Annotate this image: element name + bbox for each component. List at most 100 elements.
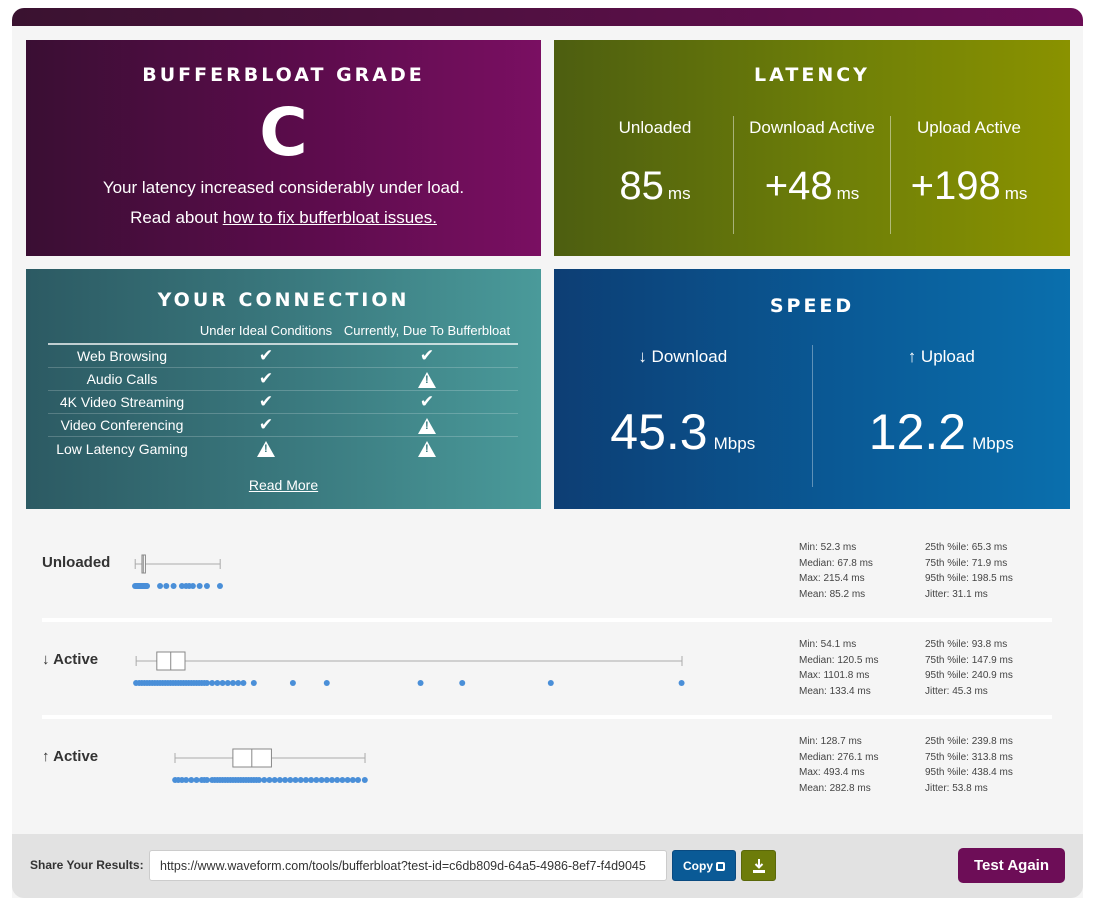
latency-upload-active: Upload Active +198 ms <box>890 116 1047 234</box>
sample-dot <box>292 777 299 783</box>
connection-use-case: Web Browsing <box>76 348 167 364</box>
stat-line: 95th %ile: 198.5 ms <box>925 573 1013 584</box>
sample-dot <box>178 583 185 589</box>
sample-dot <box>361 777 368 783</box>
sample-dot <box>193 777 200 783</box>
sample-dot <box>289 680 296 686</box>
fix-bufferbloat-link[interactable]: how to fix bufferbloat issues. <box>222 208 437 227</box>
stat-line: Max: 493.4 ms <box>799 767 865 778</box>
sample-dot <box>203 583 210 589</box>
stat-line: 75th %ile: 313.8 ms <box>925 751 1013 763</box>
sample-dot <box>229 680 236 686</box>
sample-dot <box>144 583 151 589</box>
distribution-row: ↑ Active Min: 128.7 ms Median: 276.1 ms Max… <box>42 724 1052 816</box>
stat-line: 95th %ile: 240.9 ms <box>925 670 1013 681</box>
latency-panel: LATENCY Unloaded 85 ms Download Active +4… <box>554 40 1070 256</box>
latency-number: +198 <box>910 164 1001 208</box>
stat-line: 75th %ile: 147.9 ms <box>925 654 1013 666</box>
share-footer: Share Your Results: Copy Test Again <box>12 834 1083 898</box>
download-button[interactable] <box>741 850 776 881</box>
grade-read-about: Read about how to fix bufferbloat issues… <box>26 208 541 228</box>
col-now-header: Currently, Due To Bufferbloat <box>343 323 511 338</box>
sample-dot <box>318 777 325 783</box>
connection-table: Under Ideal Conditions Currently, Due To… <box>48 323 518 460</box>
download-value: 45.3 Mbps <box>554 403 812 461</box>
speed-upload: ↑ Upload 12.2 Mbps <box>811 345 1071 487</box>
speed-panel: SPEED ↓ Download 45.3 Mbps ↑ Upload 12.2 M… <box>554 269 1070 509</box>
latency-unit: ms <box>667 184 691 203</box>
sample-dot <box>266 777 273 783</box>
connection-use-case: Video Conferencing <box>60 417 184 433</box>
sample-dot <box>355 777 362 783</box>
download-unit: Mbps <box>713 434 756 453</box>
read-about-prefix: Read about <box>130 208 223 227</box>
sample-dot <box>203 777 210 783</box>
copy-icon <box>716 861 725 871</box>
sample-dot <box>287 777 294 783</box>
sample-dot <box>219 680 226 686</box>
download-icon <box>753 859 765 873</box>
connection-row: Low Latency Gaming <box>48 437 518 460</box>
check-icon: ✔ <box>258 346 274 365</box>
sample-dot <box>170 583 177 589</box>
warning-icon <box>418 441 436 458</box>
sample-dot <box>163 583 170 589</box>
stat-line: Max: 1101.8 ms <box>799 670 870 681</box>
sample-dot <box>188 777 195 783</box>
latency-number: +48 <box>764 164 833 208</box>
sample-dot <box>157 583 164 589</box>
sample-dot <box>459 680 466 686</box>
speed-columns: ↓ Download 45.3 Mbps ↑ Upload 12.2 Mbps <box>554 345 1070 487</box>
sample-dot <box>323 777 330 783</box>
stat-line: 95th %ile: 438.4 ms <box>925 767 1013 778</box>
top-header-bar <box>12 8 1083 28</box>
stat-line: 75th %ile: 71.9 ms <box>925 557 1008 569</box>
speed-title: SPEED <box>769 295 855 317</box>
sample-dot <box>328 777 335 783</box>
latency-label: Unloaded <box>618 118 692 137</box>
latency-value: 85 ms <box>577 164 733 209</box>
sample-dot <box>297 777 304 783</box>
sample-dot <box>261 777 268 783</box>
stat-line: Mean: 133.4 ms <box>799 685 871 697</box>
stats-column: 25th %ile: 65.3 ms 75th %ile: 71.9 ms 95th… <box>925 540 1013 602</box>
sample-dot <box>189 583 196 589</box>
warning-icon <box>418 371 436 388</box>
copy-button[interactable]: Copy <box>672 850 736 881</box>
stats-column: Min: 54.1 ms Median: 120.5 ms Max: 1101.8 … <box>799 637 879 699</box>
stats-column: 25th %ile: 93.8 ms 75th %ile: 147.9 ms 95t… <box>925 637 1013 699</box>
grade-description: Your latency increased considerably unde… <box>102 178 465 197</box>
connection-row: 4K Video Streaming ✔ ✔ <box>48 391 518 414</box>
latency-number: 85 <box>619 164 664 208</box>
test-again-button[interactable]: Test Again <box>958 848 1065 883</box>
read-more: Read More <box>26 477 541 493</box>
read-more-link[interactable]: Read More <box>248 477 319 493</box>
sample-dot <box>224 680 231 686</box>
stat-line: Median: 120.5 ms <box>799 654 879 666</box>
sample-dot <box>178 777 185 783</box>
stat-line: Min: 52.3 ms <box>799 542 857 553</box>
share-url-input[interactable] <box>149 850 667 881</box>
stat-line: Jitter: 31.1 ms <box>925 588 988 600</box>
connection-row: Video Conferencing ✔ <box>48 414 518 437</box>
sample-dot <box>240 680 247 686</box>
latency-unloaded: Unloaded 85 ms <box>577 116 733 234</box>
latency-value: +198 ms <box>891 164 1047 209</box>
connection-title: YOUR CONNECTION <box>157 289 410 311</box>
latency-title: LATENCY <box>754 64 870 86</box>
upload-number: 12.2 <box>868 404 967 460</box>
stat-line: Mean: 85.2 ms <box>799 588 866 600</box>
sample-dot <box>250 680 257 686</box>
sample-dot <box>183 777 190 783</box>
sample-dot <box>235 680 242 686</box>
latency-label: Download Active <box>749 118 875 137</box>
your-connection-panel: YOUR CONNECTION Under Ideal Conditions C… <box>26 269 541 509</box>
upload-label: ↑ Upload <box>907 347 975 366</box>
sample-dot <box>203 680 210 686</box>
row-separator <box>42 618 1052 622</box>
connection-use-case: Low Latency Gaming <box>56 440 188 457</box>
connection-row: Audio Calls ✔ <box>48 368 518 391</box>
row-separator <box>42 715 1052 719</box>
sample-dot <box>308 777 315 783</box>
distribution-label: ↑ Active <box>42 748 99 765</box>
